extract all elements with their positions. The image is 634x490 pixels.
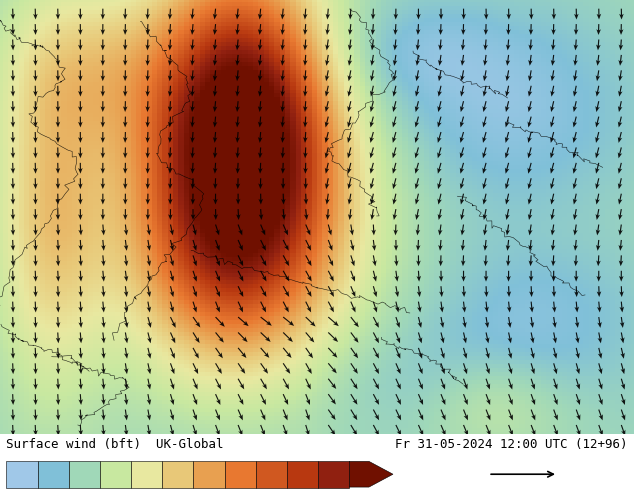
Bar bbox=[318, 461, 349, 488]
Text: Surface wind (bft)  UK-Global: Surface wind (bft) UK-Global bbox=[6, 438, 224, 451]
Bar bbox=[256, 461, 287, 488]
Bar bbox=[6, 461, 37, 488]
Bar bbox=[100, 461, 131, 488]
Bar bbox=[224, 461, 256, 488]
Text: Fr 31-05-2024 12:00 UTC (12+96): Fr 31-05-2024 12:00 UTC (12+96) bbox=[395, 438, 628, 451]
Bar bbox=[162, 461, 193, 488]
Bar bbox=[37, 461, 68, 488]
Bar bbox=[193, 461, 224, 488]
Bar bbox=[68, 461, 100, 488]
Bar bbox=[131, 461, 162, 488]
Bar bbox=[287, 461, 318, 488]
FancyArrow shape bbox=[349, 462, 393, 487]
